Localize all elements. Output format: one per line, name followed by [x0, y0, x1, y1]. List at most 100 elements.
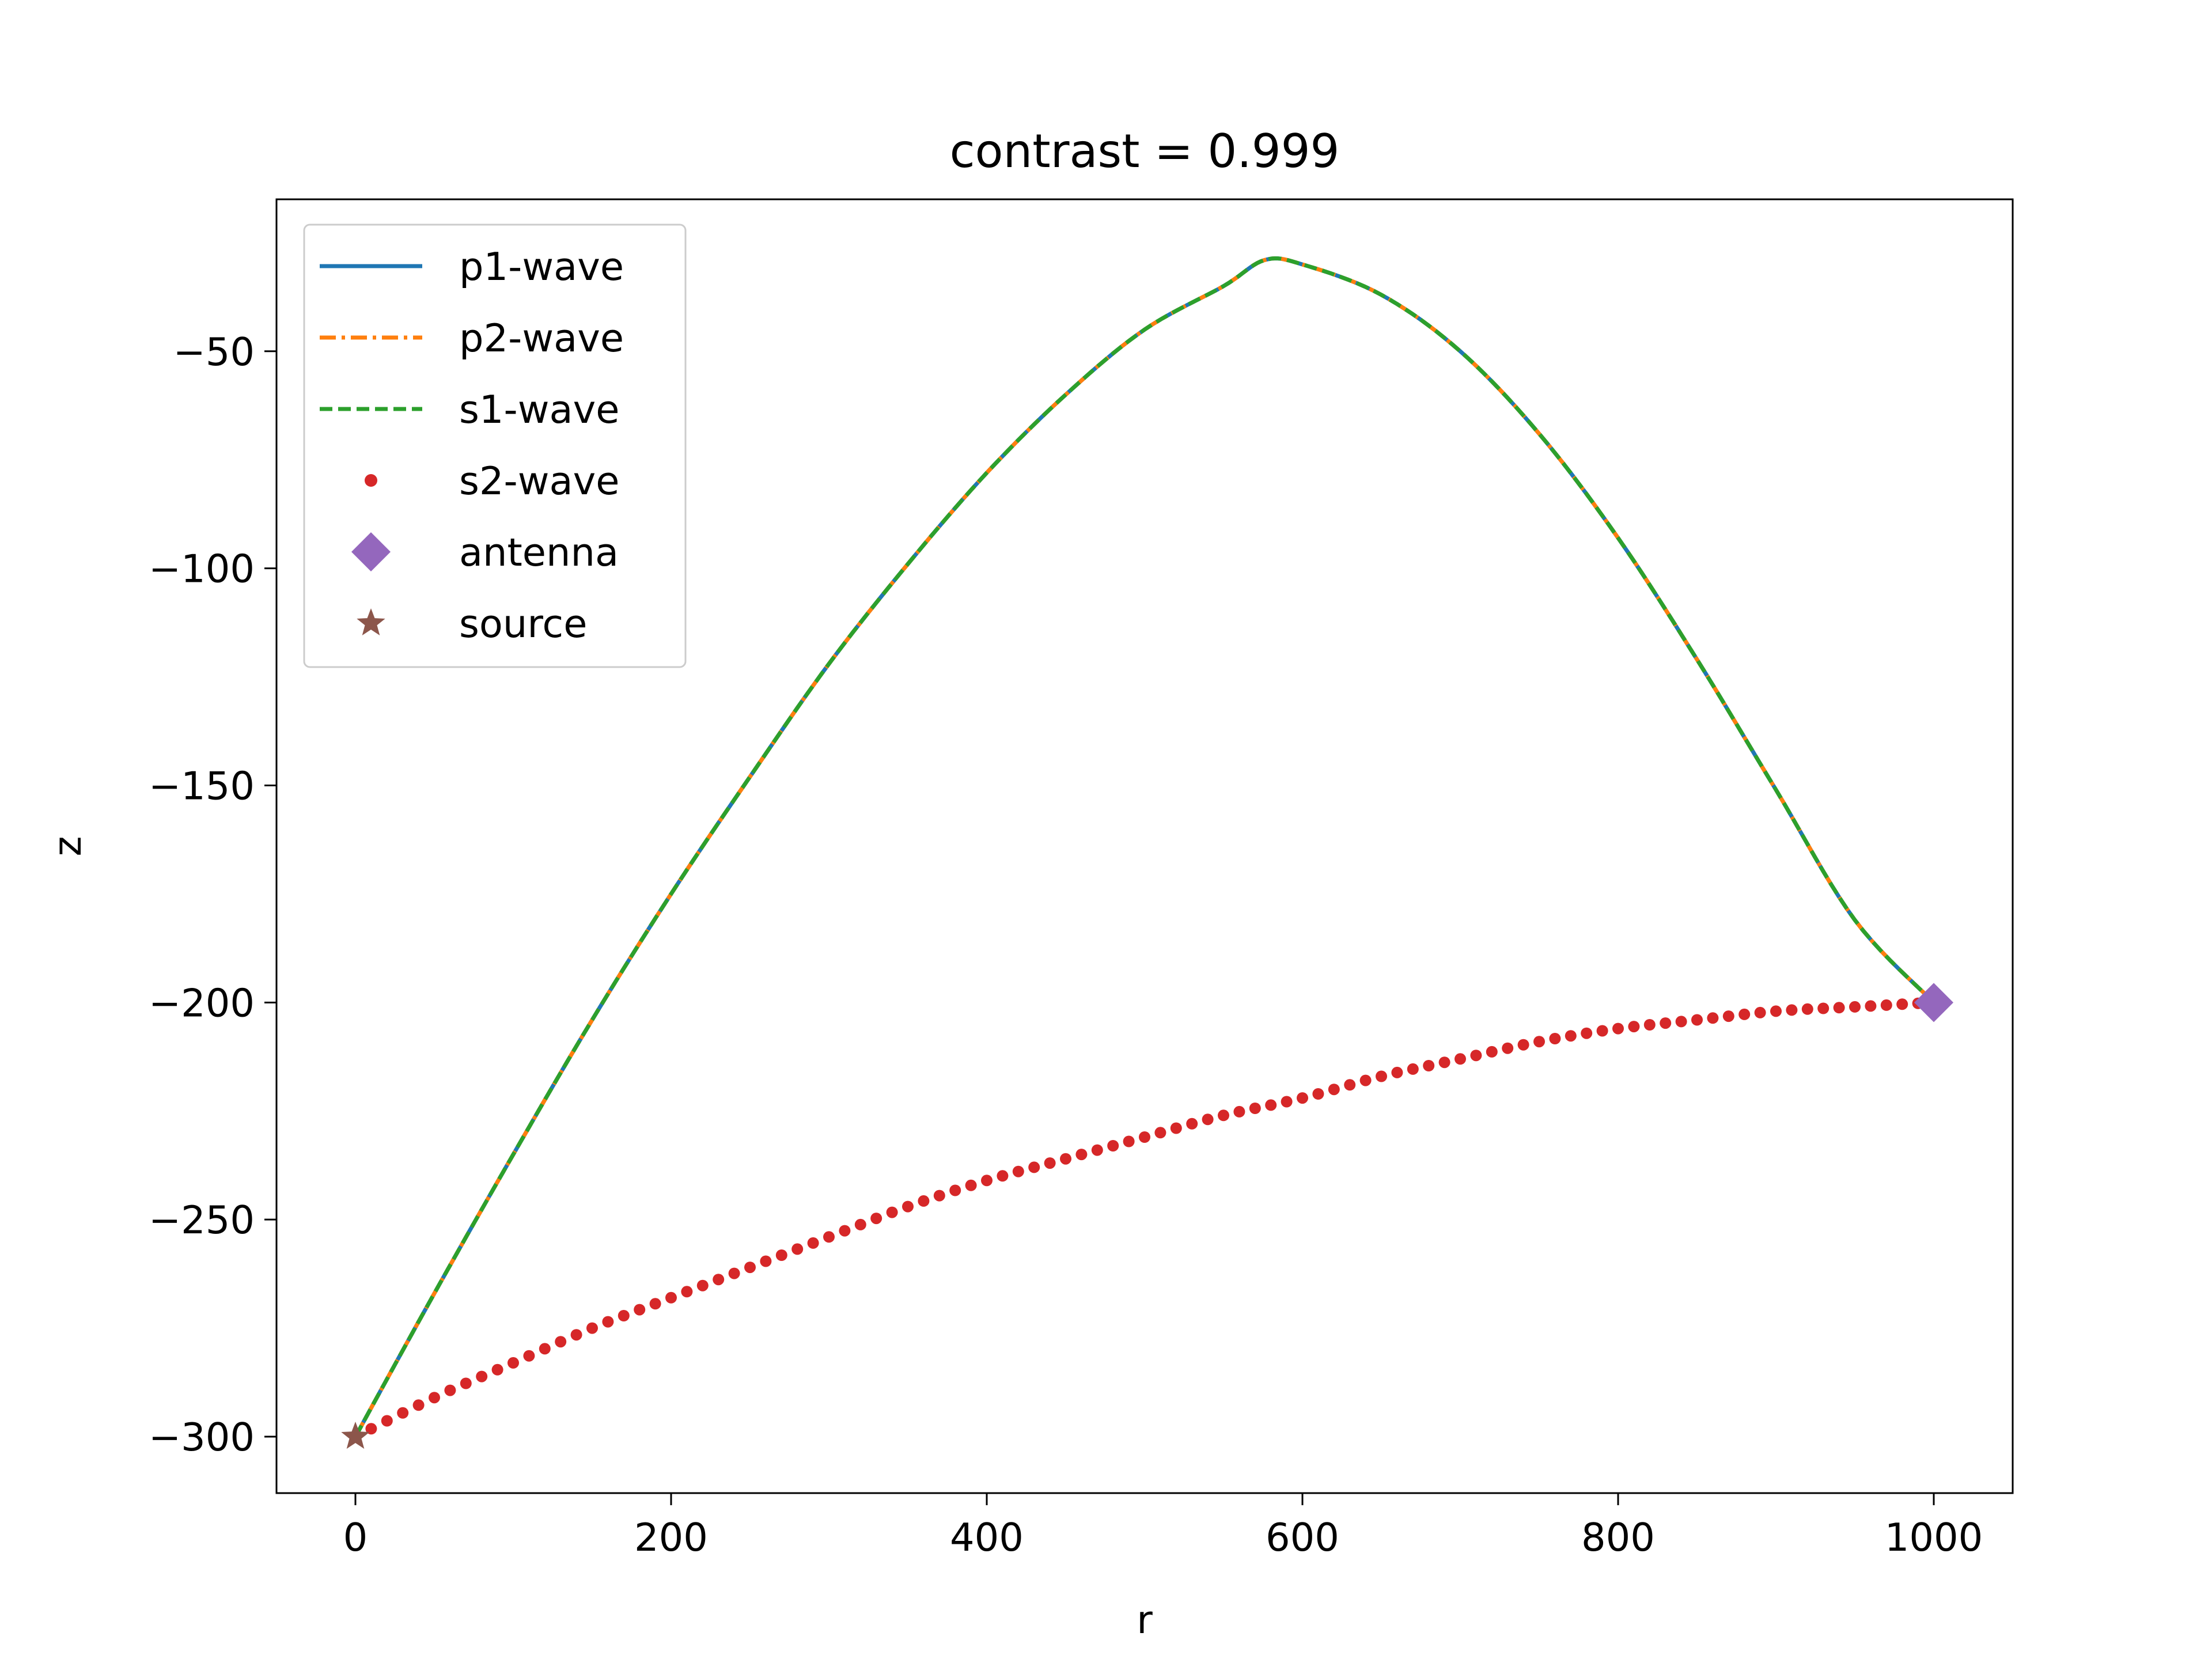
- series-point-s2-wave: [696, 1279, 709, 1291]
- series-point-s2-wave: [649, 1298, 661, 1310]
- series-point-s2-wave: [460, 1377, 472, 1389]
- series-line-p2-wave: [353, 256, 1936, 1438]
- x-tick-label: 800: [1581, 1515, 1655, 1560]
- legend-label-s2-wave: s2-wave: [459, 459, 619, 503]
- series-layer: [341, 256, 1953, 1449]
- series-point-s2-wave: [1186, 1118, 1198, 1130]
- series-point-s2-wave: [839, 1225, 851, 1237]
- legend-handle-source: [357, 608, 385, 635]
- x-tick-label: 400: [950, 1515, 1024, 1560]
- series-point-s2-wave: [1075, 1149, 1088, 1161]
- series-point-s2-wave: [1407, 1063, 1419, 1075]
- series-point-s2-wave: [1233, 1105, 1245, 1118]
- series-point-s2-wave: [586, 1322, 598, 1334]
- x-tick-label: 600: [1266, 1515, 1339, 1560]
- series-point-s2-wave: [1549, 1033, 1561, 1044]
- series-point-s2-wave: [775, 1249, 787, 1261]
- series-point-s2-wave: [933, 1190, 945, 1202]
- series-point-s2-wave: [665, 1291, 677, 1304]
- series-point-s2-wave: [618, 1310, 630, 1321]
- series-point-s2-wave: [1581, 1027, 1593, 1039]
- legend-label-p1-wave: p1-wave: [459, 244, 624, 289]
- y-axis: −50 −100 −150 −200 −250 −300: [149, 329, 276, 1460]
- y-tick-label: −150: [149, 763, 255, 808]
- series-point-s2-wave: [918, 1195, 930, 1207]
- series-point-s2-wave: [1722, 1010, 1734, 1022]
- series-line-s1-wave: [353, 256, 1936, 1438]
- series-point-s2-wave: [997, 1170, 1009, 1182]
- x-tick-label: 1000: [1885, 1515, 1983, 1560]
- legend-handle-s2-wave: [365, 474, 377, 487]
- series-point-s2-wave: [1391, 1066, 1403, 1078]
- series-point-s2-wave: [1312, 1088, 1324, 1100]
- marker-antenna: [1914, 983, 1953, 1022]
- series-point-s2-wave: [713, 1274, 725, 1286]
- x-axis: 0 200 400 600 800 1000: [343, 1493, 1983, 1560]
- y-tick-label: −200: [149, 980, 255, 1025]
- legend-label-p2-wave: p2-wave: [459, 316, 624, 361]
- series-point-s2-wave: [1770, 1005, 1782, 1017]
- plot-frame: [275, 198, 2014, 1494]
- series-point-s2-wave: [381, 1415, 393, 1427]
- legend-label-antenna: antenna: [459, 530, 619, 575]
- series-point-s2-wave: [854, 1218, 866, 1230]
- x-tick-label: 200: [634, 1515, 708, 1560]
- y-tick-label: −300: [149, 1415, 255, 1460]
- series-point-s2-wave: [1565, 1030, 1577, 1042]
- series-point-s2-wave: [1376, 1070, 1387, 1082]
- series-point-s2-wave: [507, 1357, 519, 1369]
- series-point-s2-wave: [949, 1184, 961, 1196]
- series-point-s2-wave: [823, 1231, 835, 1243]
- series-point-s2-wave: [1660, 1017, 1672, 1029]
- y-tick-label: −100: [149, 547, 255, 592]
- series-point-s2-wave: [397, 1407, 409, 1419]
- series-point-s2-wave: [429, 1392, 440, 1404]
- series-point-s2-wave: [870, 1213, 882, 1225]
- series-point-s2-wave: [681, 1286, 693, 1298]
- series-point-s2-wave: [1833, 1002, 1845, 1014]
- series-point-s2-wave: [634, 1304, 646, 1316]
- legend-handle-antenna: [351, 532, 391, 571]
- series-point-s2-wave: [1502, 1042, 1514, 1054]
- series-point-s2-wave: [1281, 1096, 1293, 1108]
- series-point-s2-wave: [1643, 1019, 1656, 1031]
- series-point-s2-wave: [1202, 1113, 1214, 1126]
- series-point-s2-wave: [1044, 1157, 1056, 1169]
- series-point-s2-wave: [1438, 1056, 1450, 1069]
- series-point-s2-wave: [523, 1350, 535, 1362]
- legend-box: [303, 224, 687, 668]
- series-point-s2-wave: [1738, 1008, 1751, 1020]
- series-point-s2-wave: [965, 1179, 977, 1191]
- series-point-s2-wave: [491, 1363, 503, 1376]
- series-point-s2-wave: [1154, 1127, 1166, 1139]
- series-point-s2-wave: [1865, 1000, 1877, 1012]
- series-point-s2-wave: [902, 1200, 914, 1213]
- legend: p1-wave p2-wave s1-wave s2-wave antenna sourc…: [303, 224, 687, 668]
- series-point-s2-wave: [444, 1384, 456, 1396]
- series-point-s2-wave: [1170, 1122, 1182, 1134]
- series-point-s2-wave: [1455, 1053, 1466, 1065]
- y-tick-label: −50: [173, 329, 255, 374]
- legend-label-source: source: [459, 601, 588, 646]
- chart-title: contrast = 0.999: [950, 124, 1340, 178]
- series-point-s2-wave: [1486, 1046, 1498, 1058]
- series-point-s2-wave: [728, 1267, 740, 1279]
- series-point-s2-wave: [1849, 1001, 1861, 1013]
- series-point-s2-wave: [539, 1343, 551, 1355]
- series-point-s2-wave: [1754, 1006, 1766, 1018]
- series-point-s2-wave: [412, 1399, 425, 1411]
- series-point-s2-wave: [1297, 1092, 1308, 1104]
- series-point-s2-wave: [744, 1262, 756, 1274]
- series-point-s2-wave: [1328, 1084, 1340, 1096]
- series-point-s2-wave: [365, 1423, 377, 1435]
- y-axis-label: z: [45, 836, 90, 856]
- series-point-s2-wave: [807, 1237, 819, 1249]
- series-point-s2-wave: [1786, 1004, 1798, 1016]
- series-point-s2-wave: [1533, 1036, 1545, 1048]
- series-point-s2-wave: [1139, 1131, 1150, 1143]
- series-point-s2-wave: [1123, 1135, 1135, 1147]
- series-point-s2-wave: [1028, 1161, 1040, 1173]
- x-tick-label: 0: [343, 1515, 368, 1560]
- series-point-s2-wave: [791, 1243, 804, 1255]
- series-point-s2-wave: [1359, 1074, 1372, 1086]
